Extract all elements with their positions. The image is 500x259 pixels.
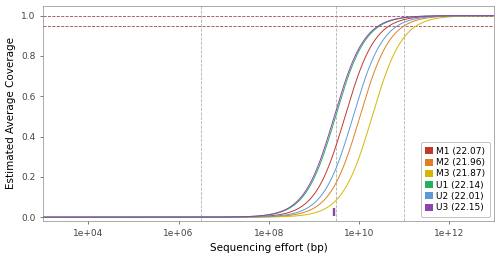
Line: M3 (21.87): M3 (21.87): [43, 16, 494, 217]
U3 (22.15): [492, 14, 498, 17]
Line: U3 (22.15): U3 (22.15): [43, 16, 494, 217]
M2 (21.96): [482, 14, 488, 17]
M1 (22.07): [40, 216, 46, 219]
U2 (22.01): [492, 14, 498, 17]
M1 (22.07): [92, 216, 98, 219]
M3 (21.87): [434, 17, 440, 20]
Line: U2 (22.01): U2 (22.01): [43, 16, 494, 217]
M2 (21.96): [118, 216, 124, 219]
M3 (21.87): [92, 216, 98, 219]
M1 (22.07): [434, 15, 440, 18]
U2 (22.01): [434, 15, 440, 18]
U1 (22.14): [434, 14, 440, 17]
U1 (22.14): [92, 216, 98, 219]
M1 (22.07): [482, 14, 488, 17]
M3 (21.87): [482, 14, 488, 17]
Y-axis label: Estimated Average Coverage: Estimated Average Coverage: [6, 37, 16, 189]
U3 (22.15): [92, 216, 98, 219]
M3 (21.87): [40, 216, 46, 219]
U2 (22.01): [482, 14, 488, 17]
M1 (22.07): [118, 216, 124, 219]
U1 (22.14): [482, 14, 488, 17]
U1 (22.14): [213, 215, 219, 219]
M2 (21.96): [233, 215, 239, 219]
Line: M1 (22.07): M1 (22.07): [43, 16, 494, 217]
M3 (21.87): [213, 216, 219, 219]
M1 (22.07): [492, 14, 498, 17]
U1 (22.14): [492, 14, 498, 17]
Line: M2 (21.96): M2 (21.96): [43, 16, 494, 217]
U2 (22.01): [40, 216, 46, 219]
M2 (21.96): [213, 216, 219, 219]
U3 (22.15): [482, 14, 488, 17]
M2 (21.96): [492, 14, 498, 17]
U3 (22.15): [118, 216, 124, 219]
U1 (22.14): [40, 216, 46, 219]
M3 (21.87): [118, 216, 124, 219]
U2 (22.01): [118, 216, 124, 219]
U2 (22.01): [233, 215, 239, 219]
M2 (21.96): [434, 15, 440, 18]
X-axis label: Sequencing effort (bp): Sequencing effort (bp): [210, 243, 328, 254]
U3 (22.15): [40, 216, 46, 219]
M2 (21.96): [92, 216, 98, 219]
M3 (21.87): [233, 216, 239, 219]
M1 (22.07): [233, 215, 239, 219]
U3 (22.15): [233, 215, 239, 219]
U1 (22.14): [118, 216, 124, 219]
U1 (22.14): [233, 215, 239, 219]
Legend: M1 (22.07), M2 (21.96), M3 (21.87), U1 (22.14), U2 (22.01), U3 (22.15): M1 (22.07), M2 (21.96), M3 (21.87), U1 (…: [421, 142, 490, 217]
M1 (22.07): [213, 216, 219, 219]
U3 (22.15): [434, 14, 440, 17]
M3 (21.87): [492, 14, 498, 17]
M2 (21.96): [40, 216, 46, 219]
U3 (22.15): [213, 215, 219, 219]
U2 (22.01): [92, 216, 98, 219]
U2 (22.01): [213, 216, 219, 219]
Line: U1 (22.14): U1 (22.14): [43, 16, 494, 217]
